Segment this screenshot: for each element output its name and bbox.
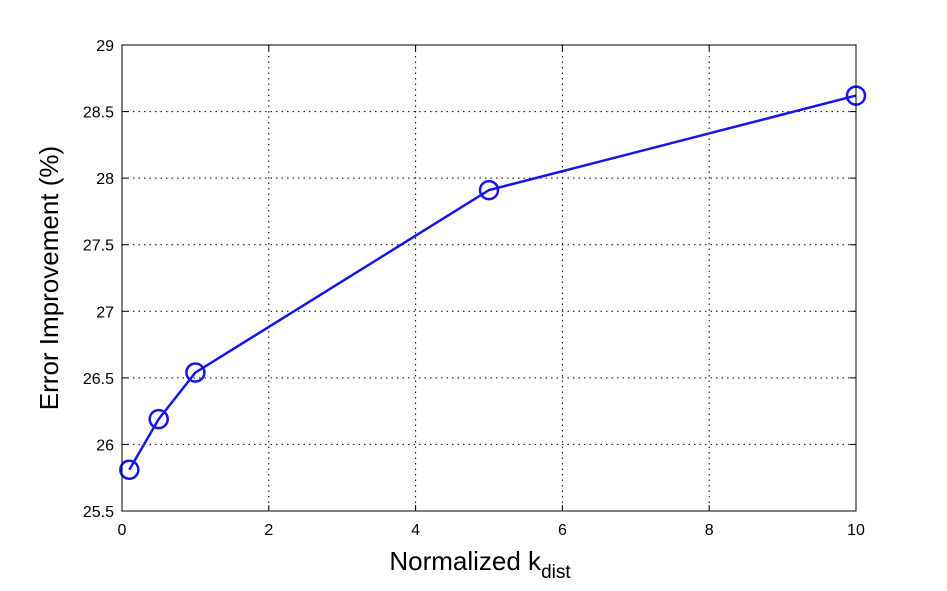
- x-tick-label: 10: [847, 522, 865, 539]
- y-tick-labels: 25.5 26 26.5 27 27.5 28 28.5 29: [83, 38, 114, 521]
- plot-frame: [121, 44, 857, 512]
- y-axis-label: Error Improvement (%): [34, 146, 64, 410]
- y-tick-label: 25.5: [83, 504, 114, 521]
- x-axis-label-subscript: dist: [541, 562, 571, 583]
- y-tick-label: 27: [96, 304, 114, 321]
- x-tick-label: 0: [118, 522, 127, 539]
- x-tick-label: 2: [264, 522, 273, 539]
- data-point-marker: [119, 459, 140, 480]
- data-point-marker: [478, 179, 500, 201]
- y-tick-label: 28.5: [83, 105, 114, 122]
- x-tick-label: 6: [558, 522, 567, 539]
- y-tick-label: 26: [96, 437, 114, 454]
- y-tick-label: 29: [96, 38, 114, 55]
- y-tick-label: 26.5: [83, 371, 114, 388]
- plot-background: [122, 45, 856, 511]
- y-tick-label: 28: [96, 171, 114, 188]
- x-axis-label-main: Normalized k: [389, 546, 542, 576]
- x-tick-labels: 0 2 4 6 8 10: [118, 522, 865, 539]
- series-line: [128, 94, 857, 471]
- data-point-marker: [148, 408, 169, 430]
- x-tick-label: 4: [411, 522, 420, 539]
- series-line-group: [128, 94, 857, 471]
- grid-lines: [122, 45, 856, 511]
- x-tick-label: 8: [705, 522, 714, 539]
- y-tick-label: 27.5: [83, 238, 114, 255]
- data-point-marker: [185, 362, 206, 383]
- x-axis-label: Normalized kdist: [389, 546, 571, 583]
